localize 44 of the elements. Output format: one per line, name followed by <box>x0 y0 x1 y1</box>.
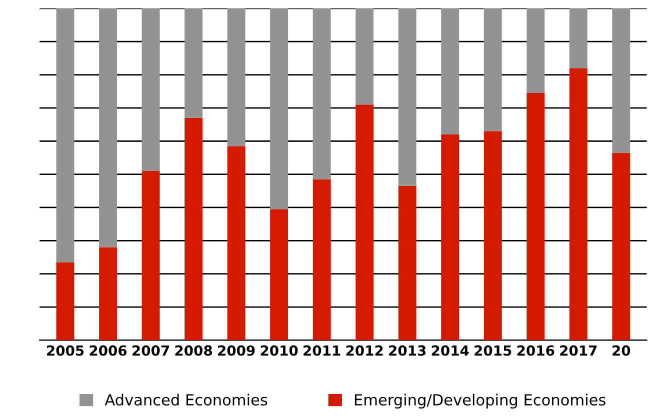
bar <box>356 8 374 105</box>
x-tick-label: 2005 <box>47 345 84 356</box>
bar <box>612 8 630 153</box>
bar <box>484 131 502 340</box>
x-tick-label: 20 <box>612 345 630 356</box>
bar <box>99 8 117 248</box>
bar <box>569 68 588 340</box>
bar <box>356 104 374 340</box>
x-tick-label: 2009 <box>218 345 255 356</box>
bar <box>184 118 203 340</box>
bar <box>312 179 331 340</box>
bar <box>441 134 460 340</box>
x-tick-label: 2014 <box>432 345 469 356</box>
x-tick-label: 2011 <box>304 345 340 356</box>
bar <box>56 8 74 262</box>
x-tick-label: 2017 <box>560 345 597 356</box>
bar <box>526 8 545 94</box>
bar <box>99 247 117 340</box>
bar <box>227 146 246 340</box>
bar <box>270 209 288 340</box>
bar <box>398 8 416 186</box>
x-tick-label: 2007 <box>132 345 169 356</box>
bar <box>142 8 160 171</box>
bar <box>270 8 288 210</box>
bar <box>398 186 416 340</box>
bar <box>56 262 74 340</box>
bar <box>184 8 203 118</box>
x-tick-label: 2008 <box>175 345 212 356</box>
bar <box>441 8 460 134</box>
x-tick-label: 2010 <box>260 345 298 356</box>
bar <box>312 8 331 180</box>
x-tick-label: 2006 <box>90 345 127 356</box>
bar <box>484 8 502 132</box>
x-tick-label: 2013 <box>389 345 426 356</box>
x-tick-label: 2012 <box>346 345 383 356</box>
x-tick-label: 2015 <box>474 345 512 356</box>
bar <box>569 8 588 68</box>
legend-label: Emerging/Developing Economies <box>354 394 606 409</box>
legend-label: Advanced Economies <box>104 394 268 406</box>
bar <box>142 170 160 340</box>
bar <box>227 8 246 146</box>
x-tick-label: 2016 <box>517 345 554 356</box>
bar <box>612 152 630 340</box>
bar <box>526 93 545 340</box>
